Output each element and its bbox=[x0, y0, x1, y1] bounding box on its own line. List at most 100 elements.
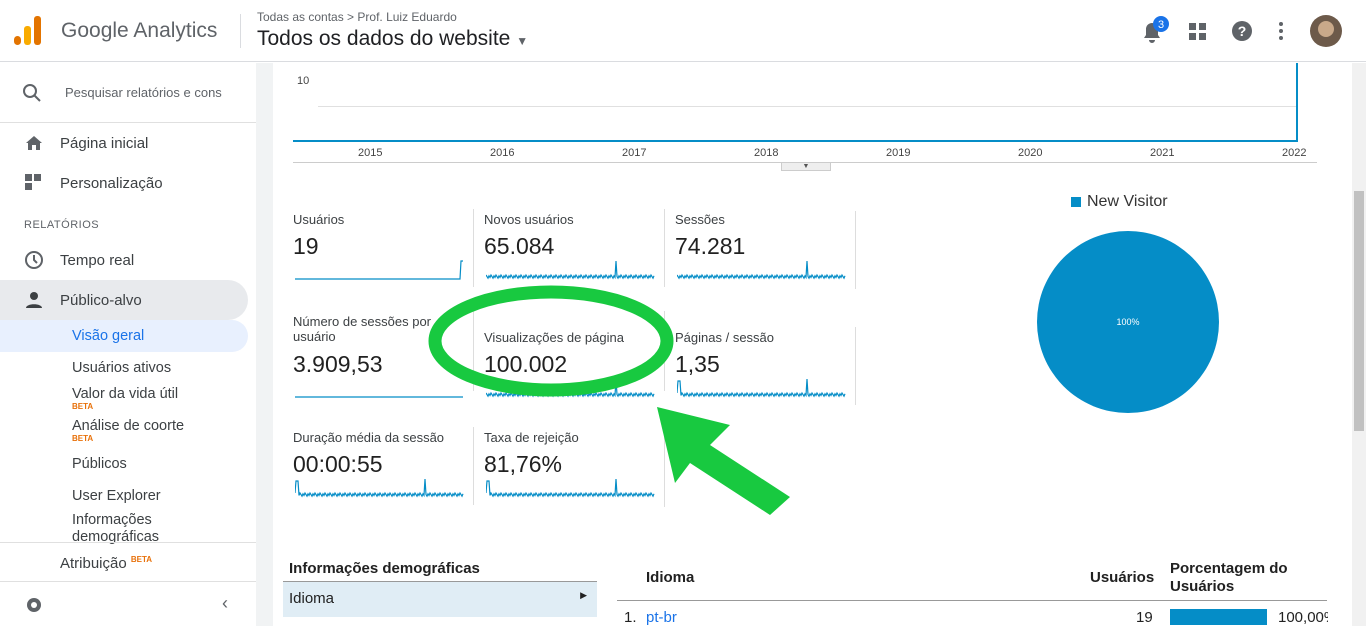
nav-subitem[interactable]: Análise de coorte bbox=[72, 418, 185, 434]
x-tick-label: 2018 bbox=[754, 147, 779, 159]
metric-divider bbox=[473, 427, 474, 505]
metric-value: 74.281 bbox=[675, 233, 746, 259]
header: Google Analytics Todas as contas > Prof.… bbox=[0, 0, 1366, 62]
metric-value: 81,76% bbox=[484, 451, 563, 477]
apps[interactable] bbox=[1188, 22, 1208, 42]
metric-value: 65.084 bbox=[484, 233, 555, 259]
custom-icon bbox=[25, 174, 41, 190]
sparkline bbox=[486, 478, 655, 498]
home-icon bbox=[26, 136, 42, 150]
x-tick-label: 2016 bbox=[490, 147, 515, 159]
search-icon bbox=[23, 84, 41, 102]
metric-label: Páginas / sessão bbox=[675, 330, 775, 345]
nav-audience[interactable]: Público-alvo bbox=[60, 292, 142, 309]
settings[interactable] bbox=[24, 595, 44, 615]
metric-divider bbox=[473, 209, 474, 287]
sparkline bbox=[295, 260, 463, 280]
metric-divider bbox=[473, 311, 474, 391]
nav-subitem[interactable]: Visão geral bbox=[72, 328, 145, 344]
nav-home[interactable]: Página inicial bbox=[60, 135, 149, 152]
x-tick-label: 2017 bbox=[622, 147, 647, 159]
annotation bbox=[428, 285, 790, 515]
metric-divider bbox=[664, 427, 665, 507]
view-selector[interactable]: Todos os dados do website ▼ bbox=[257, 27, 529, 50]
nav-subitem[interactable]: Usuários ativos bbox=[72, 360, 172, 376]
svg-text:?: ? bbox=[1238, 23, 1247, 39]
breadcrumb-item[interactable]: Todas as contas bbox=[257, 10, 344, 24]
nav-realtime[interactable]: Tempo real bbox=[60, 252, 135, 269]
attribution-label[interactable]: Atribuição bbox=[60, 555, 127, 572]
line-chart bbox=[293, 140, 1298, 142]
x-tick-label: 2019 bbox=[886, 147, 911, 159]
metric-label: Usuários bbox=[293, 212, 345, 227]
demographics-item[interactable]: Idioma ▶ bbox=[283, 582, 597, 617]
row-users: 19 bbox=[1136, 609, 1153, 626]
row-percent: 100,00% bbox=[1278, 609, 1328, 626]
metric-label: Número de sessões por usuário bbox=[293, 314, 432, 344]
metric-divider bbox=[855, 211, 856, 289]
expand-chart[interactable]: ▼ bbox=[781, 162, 831, 171]
sparkline bbox=[295, 396, 463, 398]
section-title: RELATÓRIOS bbox=[24, 219, 100, 231]
x-tick-label: 2015 bbox=[358, 147, 383, 159]
pie-chart: 100% bbox=[1037, 231, 1219, 413]
avatar[interactable] bbox=[1310, 15, 1342, 47]
demographics-item-label[interactable]: Idioma bbox=[289, 590, 335, 607]
notification-count: 3 bbox=[1158, 19, 1164, 31]
person-icon bbox=[26, 292, 42, 308]
metric-value: 3.909,53 bbox=[293, 351, 383, 377]
row-index: 1. bbox=[624, 609, 637, 626]
percent-bar bbox=[1170, 609, 1267, 625]
table-header: Porcentagem do Usuários bbox=[1170, 560, 1288, 595]
pie-label: 100% bbox=[1116, 317, 1139, 327]
x-tick-label: 2021 bbox=[1150, 147, 1175, 159]
sidebar-gutter bbox=[256, 63, 273, 626]
pie-legend: New Visitor bbox=[1087, 193, 1168, 210]
row-language[interactable]: pt-br bbox=[646, 609, 677, 626]
search-box[interactable]: Pesquisar relatórios e cons bbox=[65, 85, 222, 100]
metric-label: Novos usuários bbox=[484, 212, 574, 227]
demographics-title: Informações demográficas bbox=[289, 560, 480, 577]
metric-label: Duração média da sessão bbox=[293, 430, 445, 445]
sparkline bbox=[677, 260, 846, 280]
metric-value: 19 bbox=[293, 233, 319, 259]
beta-badge: BETA bbox=[72, 402, 94, 411]
sparkline bbox=[295, 478, 464, 498]
sparkline bbox=[677, 378, 846, 398]
nav-customization[interactable]: Personalização bbox=[60, 175, 163, 192]
table-header: Usuários bbox=[1090, 569, 1155, 586]
table-header: Idioma bbox=[646, 569, 695, 586]
help[interactable]: ? bbox=[1231, 20, 1253, 42]
collapse[interactable]: ‹ bbox=[222, 593, 228, 613]
metric-divider bbox=[664, 209, 665, 287]
x-tick-label: 2022 bbox=[1282, 147, 1307, 159]
breadcrumb-item[interactable]: Prof. Luiz Eduardo bbox=[357, 10, 457, 24]
nav-subitem[interactable]: Informações demográficas bbox=[72, 512, 160, 545]
view-name[interactable]: Todos os dados do website bbox=[257, 27, 511, 50]
nav-subitem[interactable]: Valor da vida útil bbox=[72, 386, 179, 402]
metric-divider bbox=[855, 327, 856, 405]
notifications[interactable]: 3 bbox=[1138, 14, 1174, 44]
y-tick-label: 10 bbox=[297, 75, 310, 87]
metric-value: 100.002 bbox=[484, 351, 568, 377]
beta-badge: BETA bbox=[130, 555, 153, 564]
more[interactable] bbox=[1276, 21, 1286, 41]
sidebar: Pesquisar relatórios e cons Página inici… bbox=[0, 63, 272, 626]
clock-icon bbox=[25, 251, 43, 269]
metric-label: Sessões bbox=[675, 212, 725, 227]
logo bbox=[14, 16, 41, 45]
breadcrumb[interactable]: Todas as contas > Prof. Luiz Eduardo bbox=[257, 10, 457, 24]
sparkline bbox=[486, 260, 655, 280]
nav-attribution[interactable]: Atribuição BETA bbox=[60, 555, 152, 572]
metric-value: 1,35 bbox=[675, 351, 720, 377]
scrollbar[interactable] bbox=[1352, 63, 1366, 626]
metric-label: Visualizações de página bbox=[484, 330, 624, 345]
x-tick-label: 2020 bbox=[1018, 147, 1043, 159]
beta-badge: BETA bbox=[72, 434, 94, 443]
metric-label: Taxa de rejeição bbox=[484, 430, 579, 445]
metric-value: 00:00:55 bbox=[293, 451, 383, 477]
nav-subitem[interactable]: Públicos bbox=[72, 456, 127, 472]
nav-subitem[interactable]: User Explorer bbox=[72, 488, 161, 504]
product-name: Google Analytics bbox=[61, 19, 218, 42]
